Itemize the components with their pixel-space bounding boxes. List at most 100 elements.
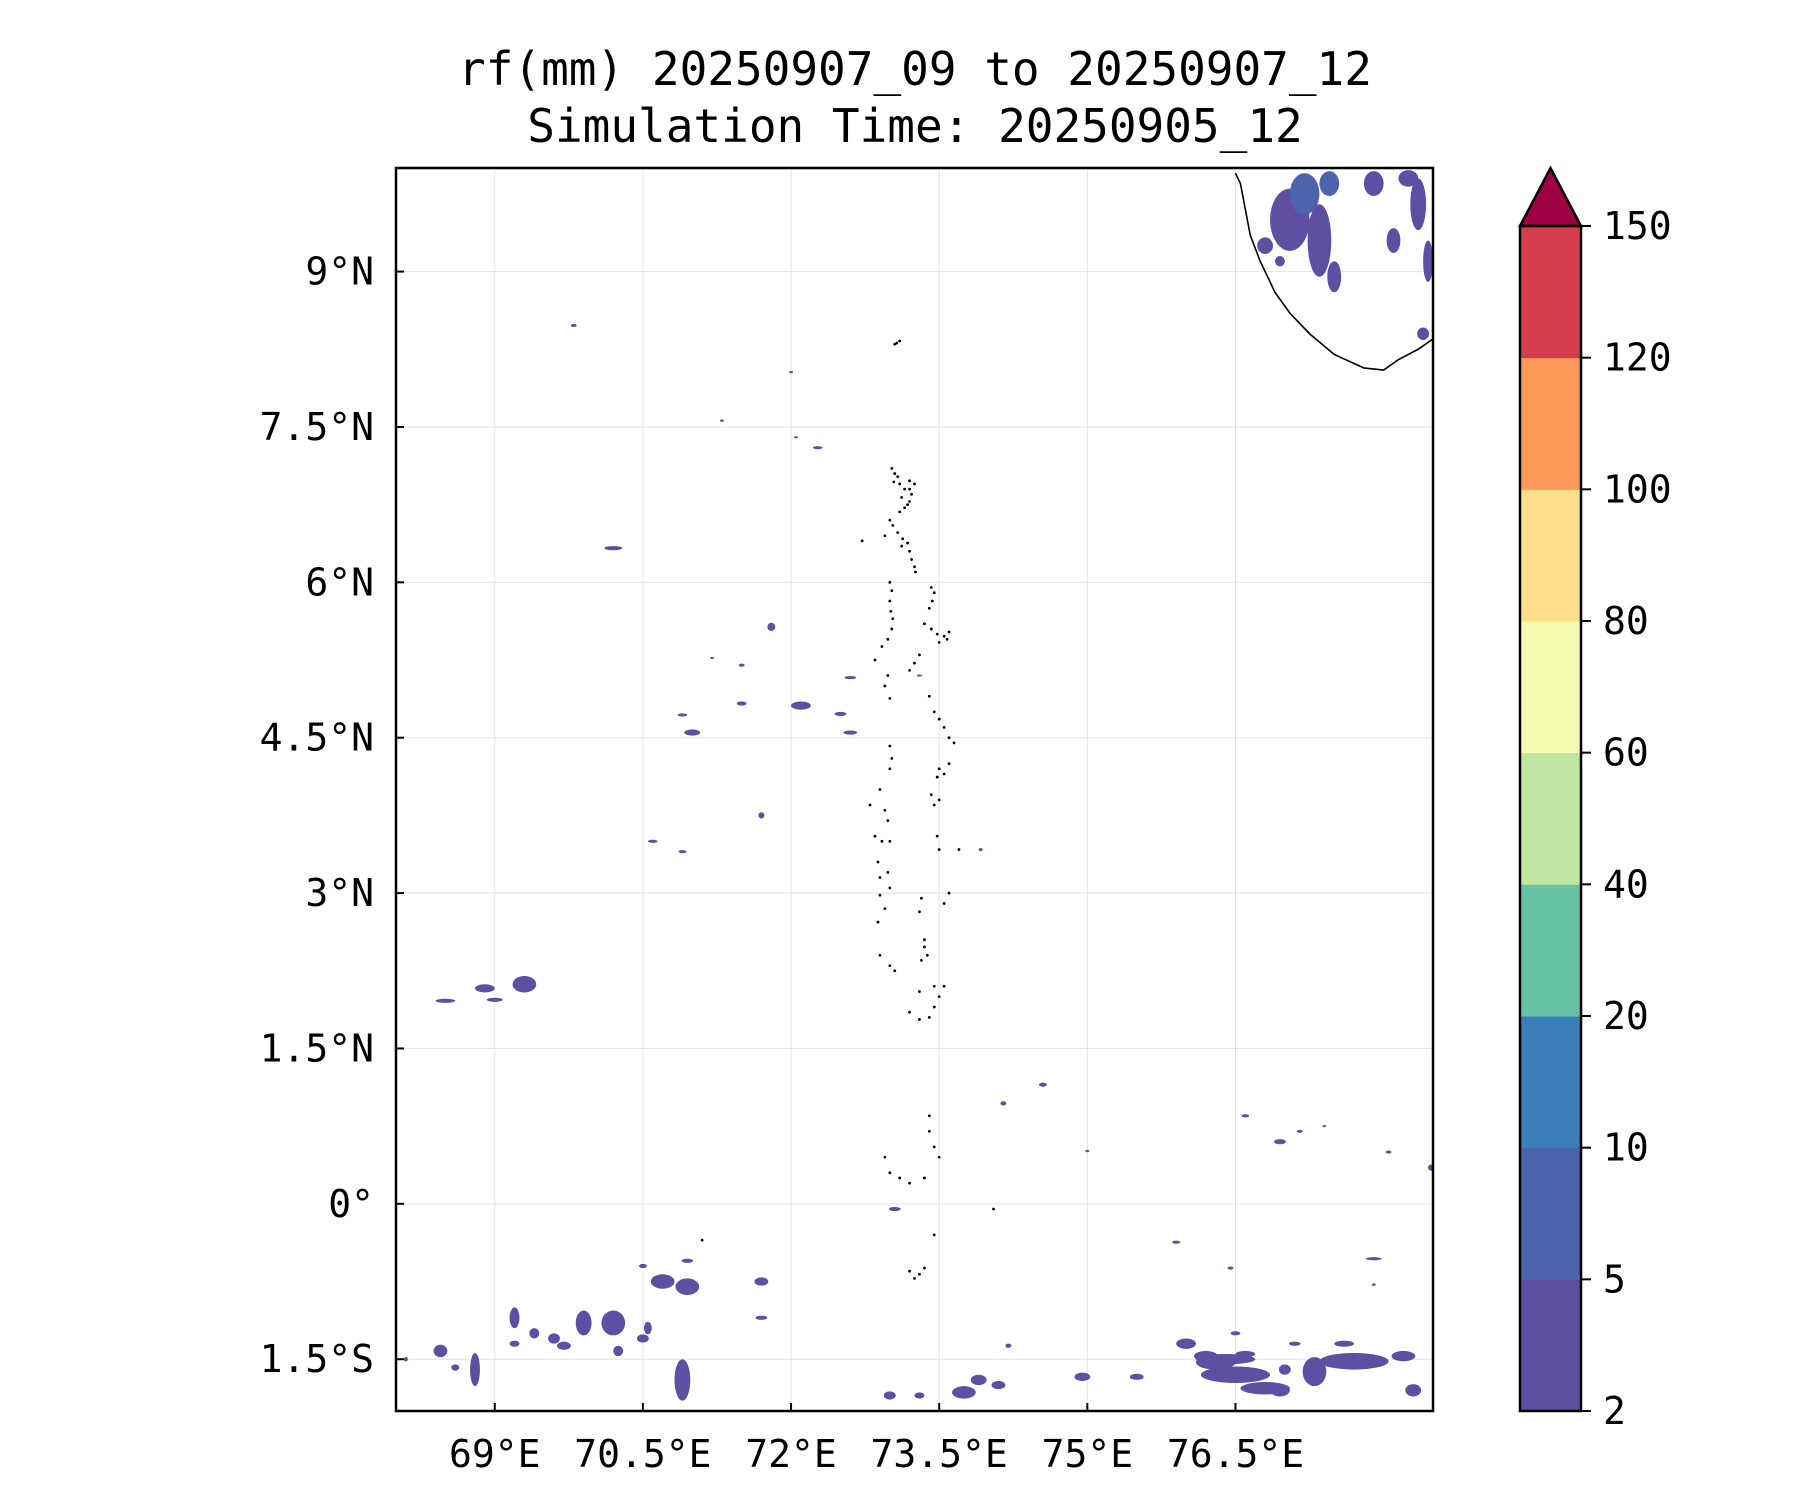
atoll <box>900 495 904 499</box>
atoll <box>908 479 911 483</box>
atoll <box>895 341 899 345</box>
rain-cell <box>1322 1125 1327 1128</box>
rain-cell <box>1278 1364 1291 1375</box>
atoll <box>918 990 921 993</box>
lat-tick-label: 1.5°S <box>260 1337 374 1381</box>
colorbar-band <box>1520 226 1581 359</box>
rain-cell <box>914 1392 925 1399</box>
rain-cell <box>1257 237 1274 254</box>
colorbar-band <box>1520 1147 1581 1280</box>
colorbar-tick-label: 120 <box>1603 336 1672 380</box>
atoll <box>925 953 929 957</box>
atoll <box>906 503 909 507</box>
colorbar-tick-label: 60 <box>1603 731 1649 775</box>
rain-cell <box>1176 1338 1196 1349</box>
atoll <box>932 803 936 807</box>
atoll <box>888 964 892 967</box>
atoll <box>878 953 882 957</box>
rain-cell <box>1235 1350 1256 1358</box>
atoll <box>890 589 894 593</box>
rain-cell <box>601 1310 626 1336</box>
atoll <box>906 541 909 545</box>
map-title: rf(mm) 20250907_09 to 20250907_12 <box>458 42 1372 96</box>
rain-cell <box>991 1380 1006 1390</box>
lat-tick-label: 4.5°N <box>260 716 374 760</box>
rain-cell <box>636 1334 649 1343</box>
atoll <box>992 1207 995 1211</box>
atoll <box>918 1018 921 1021</box>
rain-cell <box>1385 1150 1392 1154</box>
atoll <box>876 860 880 864</box>
atoll <box>922 1176 926 1180</box>
atoll <box>935 834 939 838</box>
atoll <box>914 570 917 574</box>
atoll <box>922 622 926 626</box>
lon-tick-label: 70.5°E <box>574 1432 711 1476</box>
atoll <box>908 1181 911 1185</box>
rain-cell <box>650 1274 675 1289</box>
colorbar-band <box>1520 1279 1581 1412</box>
rain-cell <box>1391 1350 1416 1362</box>
colorbar-tick-label: 2 <box>1603 1389 1626 1433</box>
rain-cell <box>1241 1114 1250 1118</box>
atoll <box>945 637 949 641</box>
atoll <box>886 674 890 677</box>
atoll <box>913 1277 916 1280</box>
rain-cell <box>1398 170 1419 187</box>
atoll <box>932 1005 936 1009</box>
atoll <box>927 606 931 610</box>
rain-cell <box>1273 1139 1286 1145</box>
rain-cell <box>575 1310 592 1336</box>
atoll <box>920 959 923 962</box>
atoll <box>929 627 933 631</box>
rain-cell <box>1405 1384 1422 1397</box>
rain-cell <box>754 1277 769 1286</box>
rain-cell <box>1365 1257 1382 1261</box>
atoll <box>908 500 911 503</box>
lon-tick-label: 69°E <box>449 1432 541 1476</box>
rain-cell <box>1334 1340 1354 1347</box>
rain-cell <box>1423 240 1433 282</box>
rain-cell <box>1005 1343 1012 1348</box>
atoll <box>908 549 911 553</box>
colorbar: 2 5 10 20 40 60 80 100 120 150 <box>1517 165 1672 1433</box>
atoll <box>908 1269 911 1273</box>
atoll <box>922 938 926 942</box>
atoll <box>890 466 894 470</box>
atoll <box>886 819 890 822</box>
rain-cell <box>1074 1372 1091 1381</box>
atoll <box>888 696 892 700</box>
atoll <box>932 710 936 714</box>
atoll <box>898 482 902 486</box>
rain-cell <box>710 656 715 659</box>
rain-cell <box>681 1258 694 1263</box>
atoll <box>942 984 946 988</box>
atoll <box>927 1129 931 1133</box>
rain-cell <box>719 419 724 422</box>
atoll <box>886 870 890 874</box>
lon-tick-label: 73.5°E <box>871 1432 1008 1476</box>
rain-cell <box>843 730 858 735</box>
atoll <box>937 717 941 721</box>
atoll <box>880 839 884 843</box>
rain-cell <box>1288 1341 1301 1346</box>
map-subtitle: Simulation Time: 20250905_12 <box>527 99 1303 153</box>
rain-cell <box>1274 209 1291 227</box>
atoll <box>891 523 895 527</box>
atoll <box>886 637 890 641</box>
atoll <box>910 558 913 561</box>
atoll <box>937 641 941 644</box>
rain-cell <box>433 1344 448 1358</box>
colorbar-tick-label: 10 <box>1603 1126 1649 1170</box>
rain-cell <box>556 1341 571 1350</box>
atoll <box>901 537 905 541</box>
rain-cell <box>475 984 495 993</box>
rain-cell <box>794 436 798 439</box>
atoll <box>891 617 895 620</box>
atoll <box>942 634 946 638</box>
rain-cell <box>403 1357 408 1362</box>
atoll <box>935 632 939 636</box>
atoll <box>937 995 941 999</box>
atoll <box>888 599 892 603</box>
colorbar-frame <box>1518 224 1583 1413</box>
